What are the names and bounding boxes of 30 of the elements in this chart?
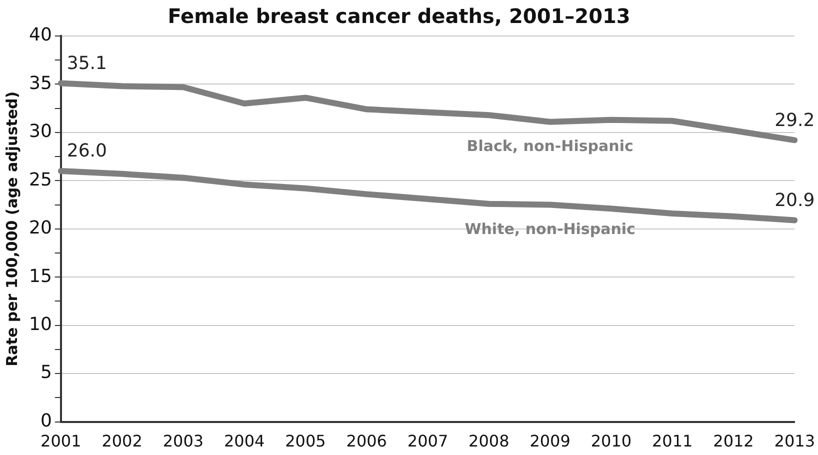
x-tick-label: 2013 xyxy=(774,432,815,451)
x-tick-label: 2012 xyxy=(713,432,754,451)
y-tick-label: 15 xyxy=(29,266,52,287)
x-tick-label: 2005 xyxy=(285,432,326,451)
y-tick-label: 25 xyxy=(29,169,52,190)
y-tick-label: 10 xyxy=(29,314,52,336)
series-label: Black, non-Hispanic xyxy=(466,137,634,156)
x-tick-label: 2008 xyxy=(468,432,510,451)
x-tick-label: 2004 xyxy=(224,432,265,451)
data-label: 26.0 xyxy=(66,140,107,162)
chart-title: Female breast cancer deaths, 2001–2013 xyxy=(168,4,630,28)
x-tick-label: 2007 xyxy=(407,432,448,451)
x-tick-label: 2010 xyxy=(590,432,632,451)
x-tick-label: 2006 xyxy=(346,432,387,451)
x-tick-label: 2011 xyxy=(652,432,693,451)
y-axis-title: Rate per 100,000 (age adjusted) xyxy=(2,91,21,366)
y-tick-label: 0 xyxy=(40,410,52,432)
x-tick-label: 2001 xyxy=(40,432,82,451)
data-label: 29.2 xyxy=(774,110,815,131)
x-tick-label: 2002 xyxy=(102,432,142,451)
y-tick-label: 5 xyxy=(40,362,52,384)
data-label: 35.1 xyxy=(66,52,107,74)
x-tick-label: 2009 xyxy=(530,432,570,451)
y-tick-label: 30 xyxy=(29,121,52,142)
y-tick-label: 40 xyxy=(29,24,52,46)
data-label: 20.9 xyxy=(774,190,815,211)
y-tick-label: 20 xyxy=(29,218,52,239)
x-tick-label: 2003 xyxy=(162,432,204,451)
y-tick-label: 35 xyxy=(29,72,52,94)
series-label: White, non-Hispanic xyxy=(464,220,636,238)
